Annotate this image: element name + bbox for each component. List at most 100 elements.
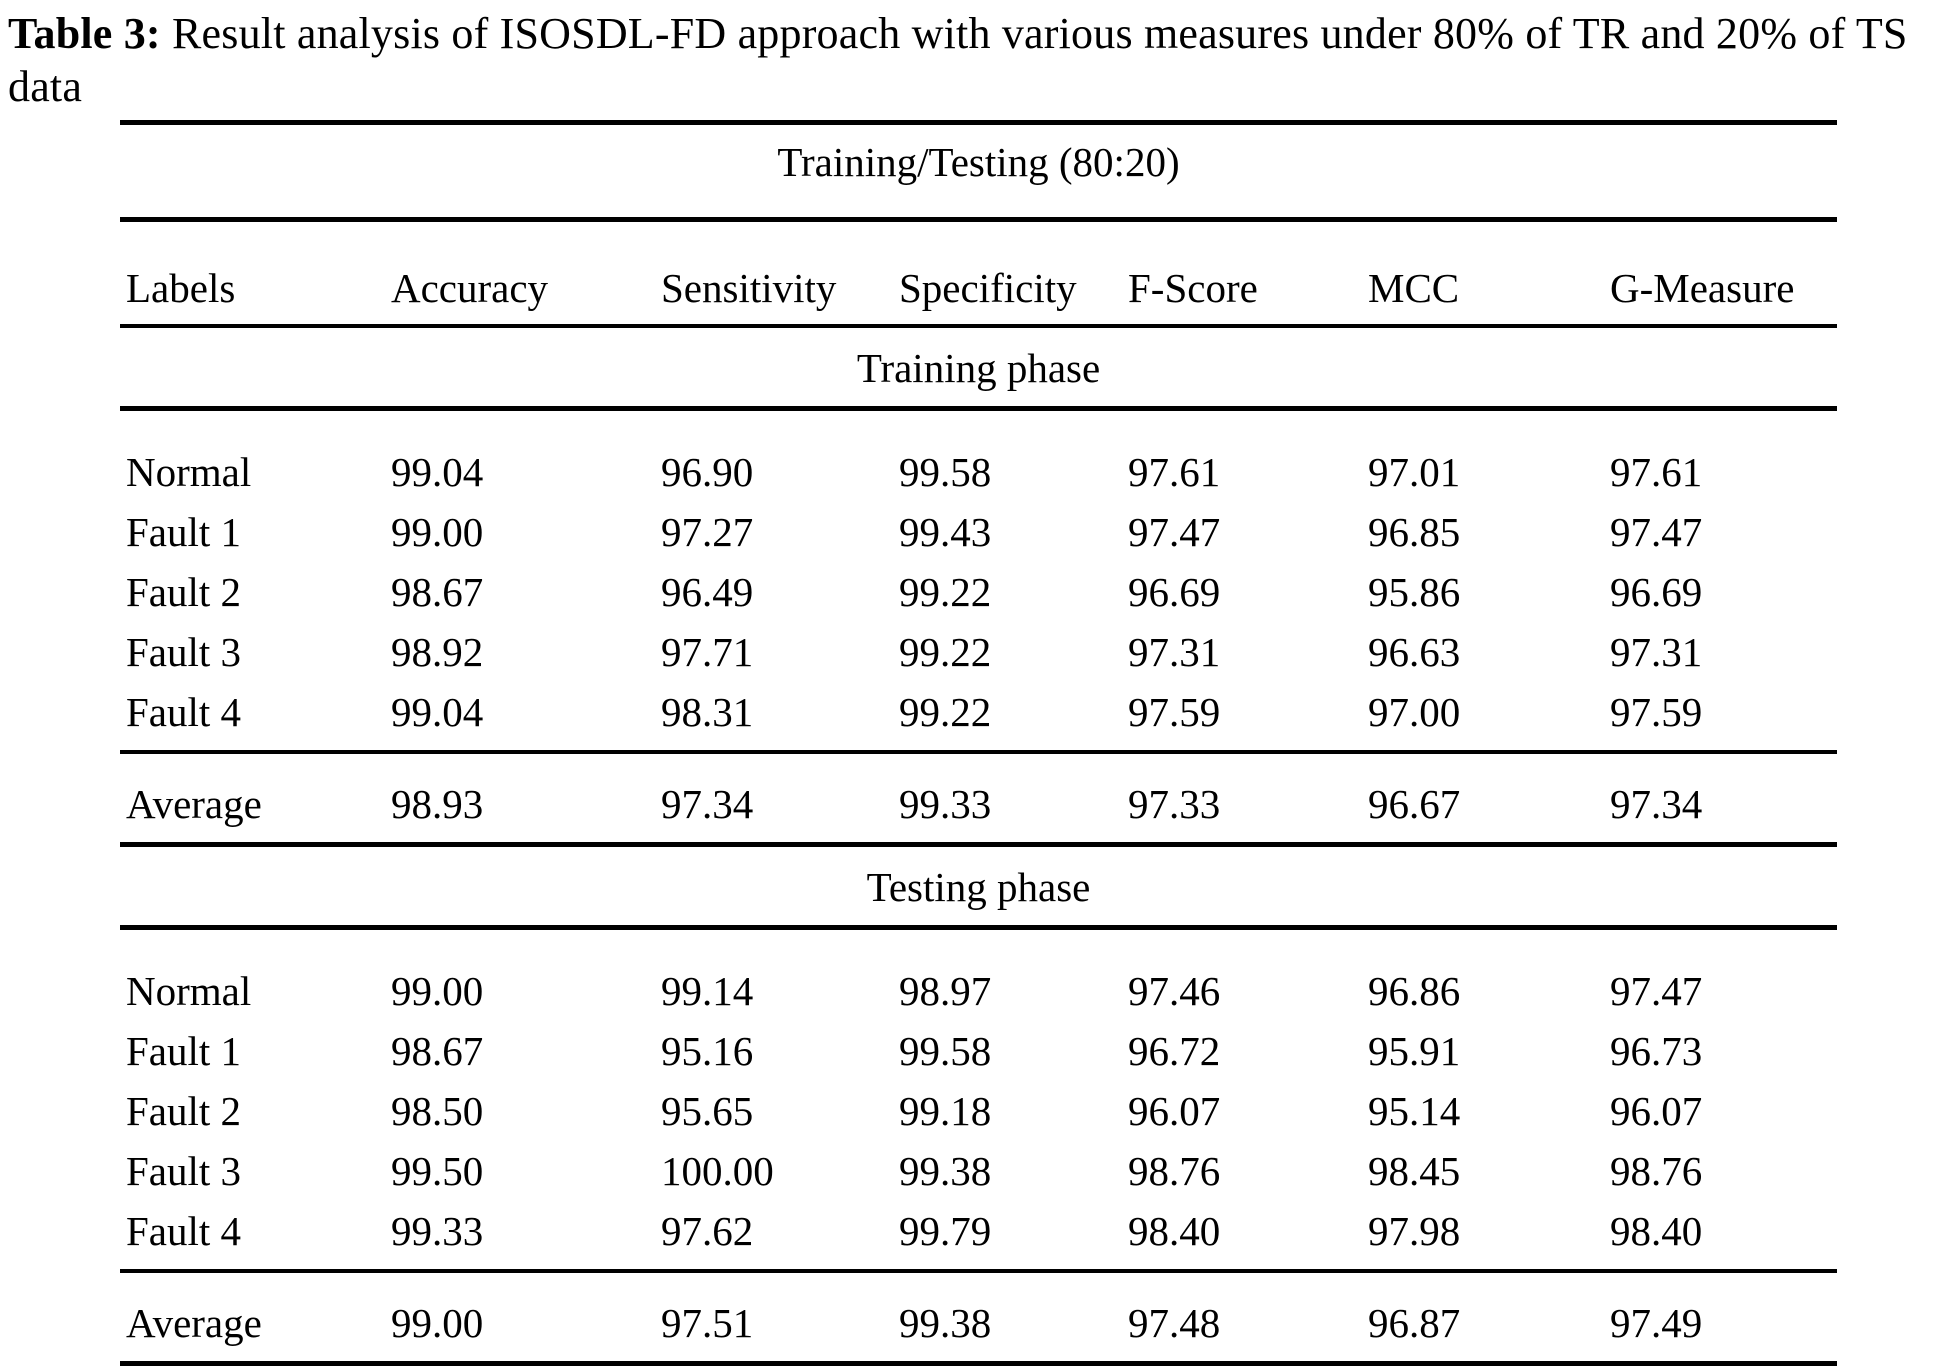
metric-value: 99.04 bbox=[391, 689, 484, 735]
metric-value: 99.79 bbox=[899, 1208, 992, 1254]
section-title: Training phase bbox=[120, 326, 1838, 411]
metric-value: 97.34 bbox=[1604, 750, 1838, 847]
table-row: Fault 1 98.67 95.16 99.58 96.72 95.91 96.73 bbox=[120, 1021, 1837, 1081]
metric-value: 99.00 bbox=[391, 509, 484, 555]
section-title: Testing phase bbox=[120, 844, 1838, 930]
metric-value: 97.46 bbox=[1128, 968, 1221, 1014]
metric-value: 97.59 bbox=[1610, 689, 1703, 735]
metric-value: 99.58 bbox=[899, 1028, 992, 1074]
metric-value: 99.38 bbox=[899, 1148, 992, 1194]
column-header-gmeasure: G-Measure bbox=[1604, 219, 1838, 328]
table-row: Fault 4 99.04 98.31 99.22 97.59 97.00 97.59 bbox=[120, 682, 1837, 752]
row-label: Fault 1 bbox=[126, 1028, 242, 1074]
row-label: Average bbox=[120, 1269, 385, 1366]
metric-value: 95.86 bbox=[1368, 569, 1461, 615]
section-title-row: Testing phase bbox=[120, 844, 1838, 930]
metric-value: 99.33 bbox=[391, 1208, 484, 1254]
metric-value: 96.86 bbox=[1368, 968, 1461, 1014]
metric-value: 98.67 bbox=[391, 1028, 484, 1074]
metric-value: 99.00 bbox=[385, 1269, 655, 1366]
metric-value: 95.16 bbox=[661, 1028, 754, 1074]
row-label: Fault 1 bbox=[126, 509, 242, 555]
metric-value: 98.76 bbox=[1610, 1148, 1703, 1194]
section-title-row: Training phase bbox=[120, 326, 1838, 411]
metric-value: 99.22 bbox=[899, 689, 992, 735]
metric-value: 99.04 bbox=[391, 449, 484, 495]
metric-value: 97.27 bbox=[661, 509, 754, 555]
metric-value: 97.00 bbox=[1368, 689, 1461, 735]
metric-value: 96.63 bbox=[1368, 629, 1461, 675]
metric-value: 98.67 bbox=[391, 569, 484, 615]
metric-value: 97.48 bbox=[1122, 1269, 1362, 1366]
row-label: Normal bbox=[126, 449, 252, 495]
metric-value: 99.38 bbox=[893, 1269, 1122, 1366]
metric-value: 100.00 bbox=[661, 1148, 774, 1194]
table-row: Fault 2 98.67 96.49 99.22 96.69 95.86 96.69 bbox=[120, 562, 1837, 622]
metric-value: 97.47 bbox=[1610, 968, 1703, 1014]
metric-value: 97.59 bbox=[1128, 689, 1221, 735]
metric-value: 96.85 bbox=[1368, 509, 1461, 555]
metric-value: 95.65 bbox=[661, 1088, 754, 1134]
column-header-mcc: MCC bbox=[1362, 219, 1604, 328]
column-header-specificity: Specificity bbox=[893, 219, 1122, 328]
row-label: Fault 2 bbox=[126, 569, 242, 615]
table-row: Normal 99.00 99.14 98.97 97.46 96.86 97.47 bbox=[120, 928, 1837, 1022]
row-label: Fault 4 bbox=[126, 1208, 242, 1254]
table-caption-label: Table 3: bbox=[8, 9, 161, 58]
metric-value: 98.97 bbox=[899, 968, 992, 1014]
row-label: Fault 4 bbox=[126, 689, 242, 735]
metric-value: 97.01 bbox=[1368, 449, 1461, 495]
metric-value: 95.91 bbox=[1368, 1028, 1461, 1074]
metric-value: 98.45 bbox=[1368, 1148, 1461, 1194]
metric-value: 98.40 bbox=[1128, 1208, 1221, 1254]
table-caption-text: Result analysis of ISOSDL-FD approach wi… bbox=[8, 9, 1908, 111]
metric-value: 97.34 bbox=[655, 750, 893, 847]
table-row: Fault 4 99.33 97.62 99.79 98.40 97.98 98.40 bbox=[120, 1201, 1837, 1271]
metric-value: 97.47 bbox=[1128, 509, 1221, 555]
metric-value: 96.69 bbox=[1610, 569, 1703, 615]
metric-value: 99.33 bbox=[893, 750, 1122, 847]
metric-value: 99.22 bbox=[899, 569, 992, 615]
metric-value: 99.58 bbox=[899, 449, 992, 495]
column-header-sensitivity: Sensitivity bbox=[655, 219, 893, 328]
metric-value: 96.07 bbox=[1128, 1088, 1221, 1134]
metric-value: 96.90 bbox=[661, 449, 754, 495]
metric-value: 99.22 bbox=[899, 629, 992, 675]
metric-value: 96.87 bbox=[1362, 1269, 1604, 1366]
metric-value: 99.18 bbox=[899, 1088, 992, 1134]
table-row: Fault 2 98.50 95.65 99.18 96.07 95.14 96.07 bbox=[120, 1081, 1837, 1141]
metric-value: 97.33 bbox=[1122, 750, 1362, 847]
metric-value: 98.92 bbox=[391, 629, 484, 675]
row-label: Fault 3 bbox=[126, 1148, 242, 1194]
metric-value: 97.47 bbox=[1610, 509, 1703, 555]
metric-value: 97.31 bbox=[1610, 629, 1703, 675]
metric-value: 98.50 bbox=[391, 1088, 484, 1134]
metric-value: 97.62 bbox=[661, 1208, 754, 1254]
span-header-cell: Training/Testing (80:20) bbox=[120, 120, 1838, 222]
metric-value: 98.31 bbox=[661, 689, 754, 735]
metric-value: 97.31 bbox=[1128, 629, 1221, 675]
results-table: Training/Testing (80:20) Labels Accuracy… bbox=[120, 120, 1838, 1366]
column-header-row: Labels Accuracy Sensitivity Specificity … bbox=[120, 219, 1838, 328]
table-row: Fault 3 99.50 100.00 99.38 98.76 98.45 98.76 bbox=[120, 1141, 1837, 1201]
metric-value: 96.67 bbox=[1362, 750, 1604, 847]
metric-value: 97.51 bbox=[655, 1269, 893, 1366]
metric-value: 96.72 bbox=[1128, 1028, 1221, 1074]
metric-value: 99.50 bbox=[391, 1148, 484, 1194]
table-row: Normal 99.04 96.90 99.58 97.61 97.01 97.61 bbox=[120, 409, 1837, 503]
table-row: Fault 3 98.92 97.71 99.22 97.31 96.63 97.31 bbox=[120, 622, 1837, 682]
metric-value: 95.14 bbox=[1368, 1088, 1461, 1134]
span-header-row: Training/Testing (80:20) bbox=[120, 120, 1838, 222]
results-body: Training phase Normal 99.04 96.90 99.58 97.61… bbox=[120, 326, 1838, 1366]
metric-value: 98.40 bbox=[1610, 1208, 1703, 1254]
metric-value: 99.14 bbox=[661, 968, 754, 1014]
column-header-accuracy: Accuracy bbox=[385, 219, 655, 328]
metric-value: 97.49 bbox=[1604, 1269, 1838, 1366]
metric-value: 97.71 bbox=[661, 629, 754, 675]
metric-value: 97.98 bbox=[1368, 1208, 1461, 1254]
metric-value: 98.76 bbox=[1128, 1148, 1221, 1194]
metric-value: 96.69 bbox=[1128, 569, 1221, 615]
column-header-fscore: F-Score bbox=[1122, 219, 1362, 328]
table-caption: Table 3: Result analysis of ISOSDL-FD ap… bbox=[0, 0, 1954, 113]
